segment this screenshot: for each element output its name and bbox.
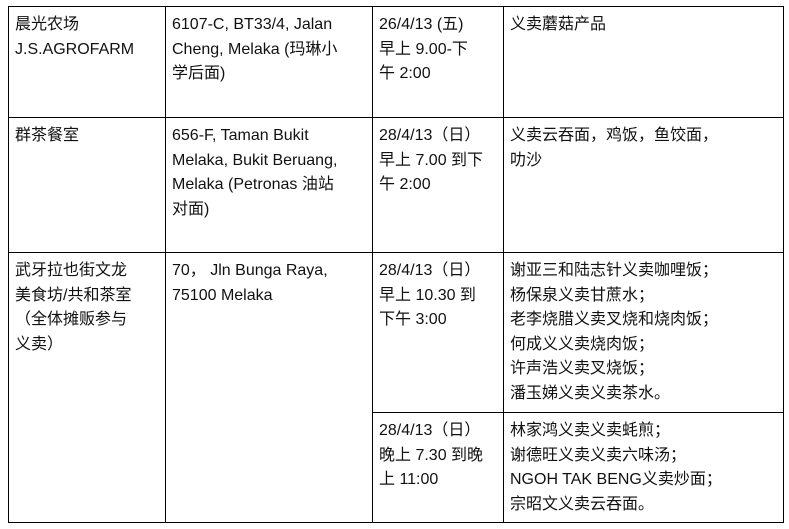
address-cell: 656-F, Taman Bukit Melaka, Bukit Beruang,… (165, 117, 373, 253)
item-line: 叻沙 (510, 151, 543, 169)
venue-line: J.S.AGROFARM (15, 40, 135, 58)
item-line: 义卖云吞面，鸡饭，鱼饺面， (510, 127, 719, 144)
item-line: NGOH TAK BENG义卖炒面； (510, 471, 722, 488)
address-cell: 70， Jln Bunga Raya, 75100 Melaka (165, 252, 373, 523)
venue-line: 晨光农场 (15, 16, 80, 33)
item-line: 宗昭文义卖云吞面。 (510, 495, 655, 513)
item-line: 谢亚三和陆志针义卖咖哩饭； (510, 262, 719, 279)
address-line: 75100 Melaka (172, 286, 273, 304)
time-line: 午 2:00 (379, 176, 431, 193)
address-line: 学后面) (172, 65, 226, 82)
item-line: 潘玉娣义卖义卖茶水。 (510, 384, 671, 402)
venue-cell: 晨光农场 J.S.AGROFARM (8, 6, 166, 118)
time-line: 下午 3:00 (379, 311, 447, 328)
venue-line: 美食坊/共和茶室 (15, 286, 132, 304)
item-line: 义卖蘑菇产品 (510, 16, 607, 33)
venue-cell: 武牙拉也街文龙 美食坊/共和茶室 （全体摊贩参与 义卖） (8, 252, 166, 523)
item-line: 谢德旺义卖义卖六味汤； (510, 446, 687, 464)
item-line: 许声浩义卖叉烧饭； (510, 360, 655, 377)
address-line: 70， Jln Bunga Raya, (172, 262, 328, 279)
item-line: 杨保泉义卖甘蔗水； (510, 286, 655, 304)
time-line: 28/4/13（日） (379, 262, 481, 279)
time-line: 28/4/13（日） (379, 127, 481, 144)
table-row: 群茶餐室 656-F, Taman Bukit Melaka, Bukit Ber… (8, 117, 784, 253)
address-line: 656-F, Taman Bukit (172, 127, 309, 144)
items-cell: 谢亚三和陆志针义卖咖哩饭； 杨保泉义卖甘蔗水； 老李烧腊义卖叉烧和烧肉饭； 何成义义卖… (503, 252, 784, 413)
table-row: 28/4/13（日） 晚上 7.30 到晚上 11:00 林家鸿义卖义卖蚝煎； 谢德… (9, 412, 784, 523)
time-line: 早上 7.00 到下 (379, 151, 484, 169)
time-line: 早上 9.00-下 (379, 40, 468, 58)
table-row: 晨光农场 J.S.AGROFARM 6107-C, BT33/4, Jalan Ch… (8, 6, 784, 118)
venue-line: （全体摊贩参与 (15, 311, 128, 328)
venue-line: 义卖） (15, 335, 64, 353)
charity-sale-table: 晨光农场 J.S.AGROFARM 6107-C, BT33/4, Jalan Ch… (8, 6, 784, 523)
time-cell: 28/4/13（日） 晚上 7.30 到晚上 11:00 (372, 412, 504, 523)
address-line: 对面) (172, 200, 210, 218)
items-cell: 义卖蘑菇产品 (503, 6, 784, 118)
venue-line: 群茶餐室 (15, 127, 80, 144)
time-cell: 28/4/13（日） 早上 7.00 到下午 2:00 (372, 117, 504, 253)
time-line: 28/4/13（日） (379, 422, 481, 439)
time-line: 午 2:00 (379, 65, 431, 82)
address-line: Melaka (Petronas 油站 (172, 176, 334, 193)
time-cell: 26/4/13 (五) 早上 9.00-下午 2:00 (372, 6, 504, 118)
time-line: 26/4/13 (五) (379, 16, 464, 33)
address-line: Cheng, Melaka (玛琳小 (172, 40, 338, 58)
address-cell: 6107-C, BT33/4, Jalan Cheng, Melaka (玛琳小学… (165, 6, 373, 118)
item-line: 老李烧腊义卖叉烧和烧肉饭； (510, 311, 719, 328)
items-cell: 义卖云吞面，鸡饭，鱼饺面， 叻沙 (503, 117, 784, 253)
time-line: 早上 10.30 到 (379, 286, 476, 304)
time-cell: 28/4/13（日） 早上 10.30 到下午 3:00 (372, 252, 504, 413)
time-line: 上 11:00 (379, 471, 439, 488)
venue-line: 武牙拉也街文龙 (15, 262, 128, 279)
address-line: 6107-C, BT33/4, Jalan (172, 16, 333, 33)
items-cell: 林家鸿义卖义卖蚝煎； 谢德旺义卖义卖六味汤； NGOH TAK BENG义卖炒面； 宗… (503, 412, 784, 523)
item-line: 林家鸿义卖义卖蚝煎； (510, 422, 671, 439)
time-line: 晚上 7.30 到晚 (379, 446, 484, 464)
table-row: 武牙拉也街文龙 美食坊/共和茶室 （全体摊贩参与 义卖） 70， Jln Bunga … (8, 252, 784, 523)
address-line: Melaka, Bukit Beruang, (172, 151, 338, 169)
item-line: 何成义义卖烧肉饭； (510, 335, 655, 353)
venue-cell: 群茶餐室 (8, 117, 166, 253)
